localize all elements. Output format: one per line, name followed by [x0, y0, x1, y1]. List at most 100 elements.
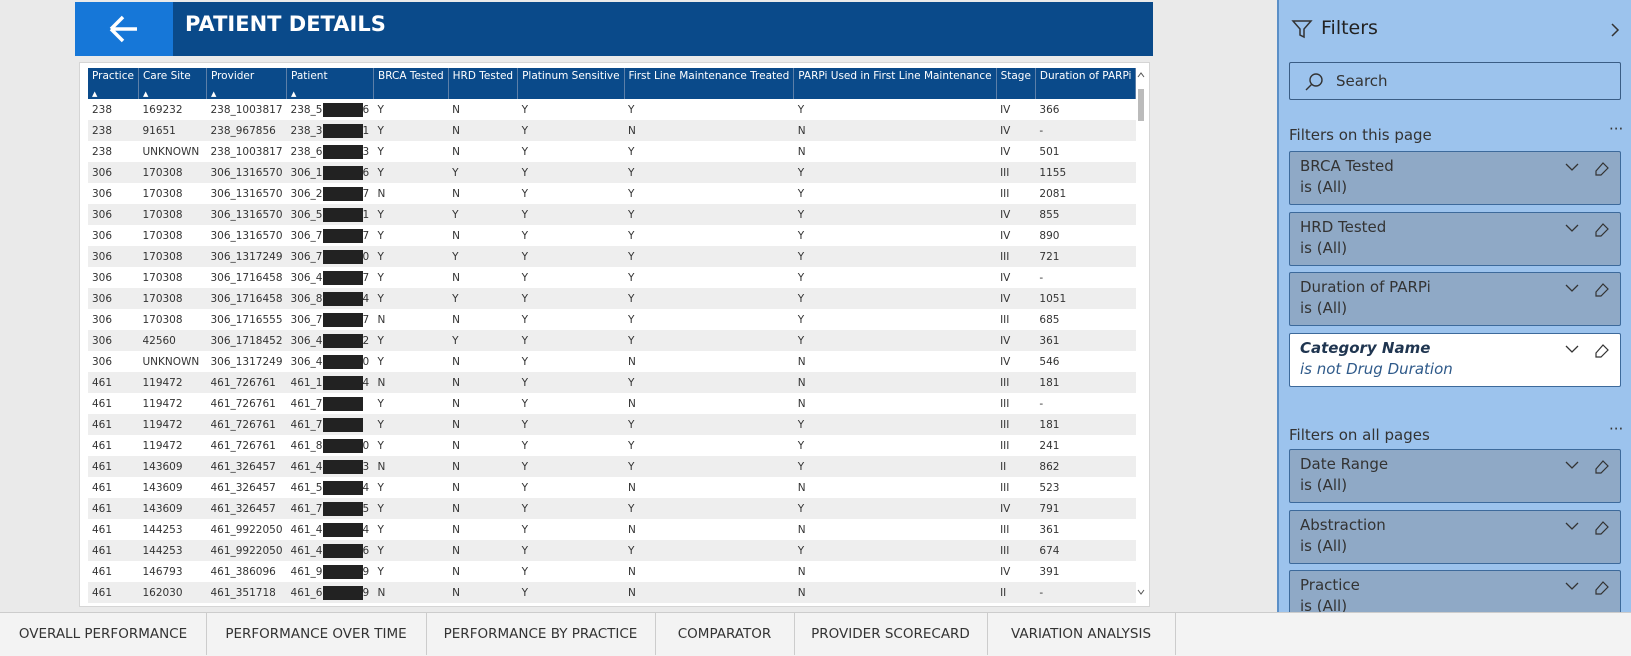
table-cell: III	[996, 246, 1036, 267]
cell-text: 862	[1039, 460, 1060, 473]
back-button[interactable]	[75, 2, 173, 56]
cell-text: Y	[628, 292, 635, 305]
cell-text: 461	[92, 586, 113, 599]
redaction	[322, 564, 363, 579]
table-row: 461 143609 461_326457 461_7 5 Y N Y Y Y IV 791	[88, 498, 1136, 519]
column-header[interactable]: PARPi Used in First Line Maintenance	[793, 68, 997, 99]
page-tab[interactable]: VARIATION ANALYSIS	[987, 613, 1176, 655]
column-header-text: Provider	[210, 70, 255, 82]
table-cell: 170308	[138, 309, 206, 330]
cell-text: N	[452, 355, 461, 368]
filter-condition: is (All)	[1300, 238, 1348, 257]
table-cell: -	[1035, 267, 1136, 288]
page-tab[interactable]: PERFORMANCE OVER TIME	[206, 613, 427, 655]
table-cell: Y	[624, 498, 794, 519]
cell-text: 791	[1039, 502, 1060, 515]
card-icons[interactable]	[1556, 340, 1616, 360]
card-icons[interactable]	[1556, 219, 1616, 239]
table-cell: Y	[624, 141, 794, 162]
page-tab[interactable]: COMPARATOR	[655, 613, 795, 655]
table-cell: 306_4 2	[286, 330, 374, 351]
sort-arrow: ▲	[142, 90, 149, 98]
column-header[interactable]: Duration of PARPi	[1035, 68, 1137, 99]
filter-condition: is not Drug Duration	[1300, 359, 1453, 378]
page-tab[interactable]: OVERALL PERFORMANCE	[0, 613, 207, 655]
column-header-text: Stage	[1000, 70, 1031, 82]
page-title: PATIENT DETAILS	[185, 12, 386, 36]
patient-id-prefix: 461_6	[290, 586, 323, 599]
table-cell: 461_351718	[206, 582, 287, 603]
card-icons[interactable]	[1556, 517, 1616, 537]
column-header[interactable]: Platinum Sensitive	[517, 68, 625, 99]
filter-card[interactable]: BRCA Tested is (All)	[1289, 151, 1621, 205]
filter-card[interactable]: Category Name is not Drug Duration	[1289, 332, 1621, 387]
cell-text: Y	[521, 523, 528, 536]
filter-card[interactable]: Abstraction is (All)	[1289, 509, 1621, 564]
column-header[interactable]: Patient ▲	[286, 68, 375, 99]
column-header-text: HRD Tested	[452, 70, 514, 82]
column-header-text: Duration of PARPi	[1039, 70, 1132, 82]
cell-text: N	[377, 460, 386, 473]
filter-card[interactable]: Date Range is (All)	[1289, 449, 1621, 503]
more-options[interactable]: ···	[1609, 420, 1624, 438]
filter-card[interactable]: Practice is (All)	[1289, 570, 1621, 612]
column-header[interactable]: Provider ▲	[206, 68, 288, 99]
cell-text: 306	[92, 187, 113, 200]
column-header[interactable]: HRD Tested	[448, 68, 519, 99]
cell-text: N	[628, 397, 636, 410]
table-cell: 306_8 4	[286, 288, 374, 309]
table-cell: 461_1 4	[286, 372, 374, 393]
card-icons[interactable]	[1556, 577, 1616, 597]
table-cell: UNKNOWN	[138, 351, 206, 372]
cell-text: 306_1718452	[210, 334, 283, 347]
cell-text: N	[797, 355, 806, 368]
cell-text: Y	[521, 271, 528, 284]
table-cell: -	[1035, 120, 1136, 141]
table-cell: Y	[518, 393, 624, 414]
patient-id-suffix: 2	[362, 334, 370, 347]
column-header[interactable]: First Line Maintenance Treated	[624, 68, 795, 99]
column-header[interactable]: Practice ▲	[88, 68, 139, 99]
page-tab[interactable]: PROVIDER SCORECARD	[794, 613, 988, 655]
column-header[interactable]: BRCA Tested	[373, 68, 449, 99]
cell-text: N	[452, 187, 461, 200]
cell-text: Y	[797, 460, 805, 473]
table-cell: 461_4 4	[287, 519, 374, 540]
card-icons[interactable]	[1556, 279, 1616, 299]
table-cell: Y	[793, 330, 997, 351]
table-cell: 461_386096	[206, 561, 286, 582]
search-box[interactable]: Search	[1289, 62, 1621, 100]
table-cell: Y	[624, 456, 794, 477]
table-cell: Y	[517, 540, 625, 561]
table-cell: Y	[624, 267, 794, 288]
table-cell: 306	[88, 309, 138, 330]
column-header[interactable]: Stage	[996, 68, 1036, 99]
scrollbar[interactable]	[1137, 71, 1145, 596]
more-options[interactable]: ···	[1609, 120, 1624, 138]
column-header[interactable]: Care Site ▲	[138, 68, 207, 99]
cell-text: 685	[1039, 313, 1060, 326]
cell-text: 306	[92, 271, 113, 284]
cell-text: Y	[521, 250, 528, 263]
table-cell: 461_7	[287, 393, 374, 414]
table-cell: N	[448, 498, 518, 519]
cell-text: Y	[452, 292, 459, 305]
filter-card[interactable]: Duration of PARPi is (All)	[1289, 272, 1621, 326]
table-cell: N	[448, 351, 517, 372]
card-icons[interactable]	[1556, 456, 1616, 476]
cell-text: N	[377, 586, 386, 599]
patient-id-prefix: 238_6	[290, 145, 323, 158]
cell-text: 461_726761	[210, 439, 276, 452]
card-icons[interactable]	[1556, 158, 1616, 178]
table-cell: Y	[793, 540, 997, 561]
page-tab[interactable]: PERFORMANCE BY PRACTICE	[426, 613, 656, 655]
table-row: 461 146793 461_386096 461_9 9 Y N Y N N IV 391	[88, 561, 1136, 582]
collapse-icon[interactable]	[1609, 22, 1621, 38]
table-cell: 1155	[1035, 162, 1136, 183]
patient-id-prefix: 306_4	[290, 334, 323, 347]
cell-text: 461	[92, 418, 113, 431]
table-cell: III	[996, 414, 1036, 435]
table-cell: 366	[1035, 99, 1136, 120]
filter-card[interactable]: HRD Tested is (All)	[1289, 211, 1621, 266]
cell-text: Y	[628, 271, 635, 284]
